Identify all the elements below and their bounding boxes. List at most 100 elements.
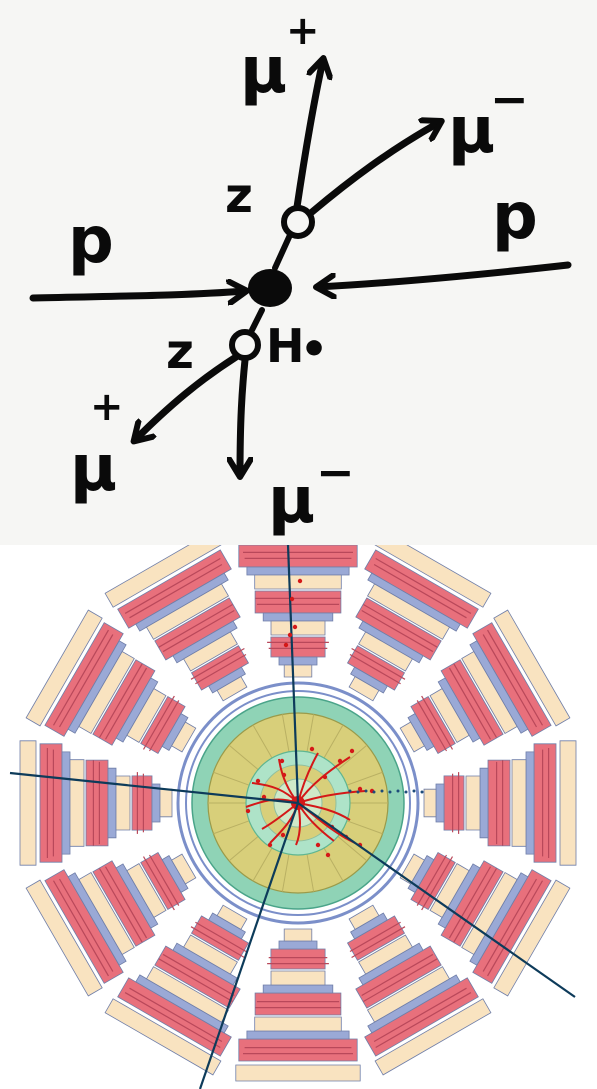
chamber-wire	[268, 957, 328, 959]
chamber-wire	[267, 641, 329, 643]
muon-spacer-3-sector	[78, 650, 135, 735]
label-proton-right: p	[492, 180, 538, 254]
muon-spacer-3-sector	[461, 650, 518, 735]
chamber-wire	[99, 663, 143, 738]
ecal-cell-divider	[252, 724, 273, 759]
label-z-lower: z	[166, 324, 194, 380]
tracker-hit	[309, 746, 315, 752]
muon-station-4-sector	[19, 740, 37, 866]
muon-spacer-3-sector	[254, 1016, 342, 1032]
muon-spacer-1-sector	[171, 853, 197, 885]
tracker-hit	[261, 794, 267, 800]
chamber-wire	[349, 654, 401, 685]
chamber-wire	[143, 695, 175, 750]
tracklet-dot	[348, 789, 352, 793]
chamber-wire	[361, 953, 434, 996]
detector-event-display	[0, 545, 597, 1089]
label-muon-up-sign: +	[286, 8, 320, 54]
tracklet-dot	[404, 790, 408, 794]
chamber-wire	[267, 963, 329, 965]
muon-track	[9, 771, 299, 805]
chamber-wire	[482, 634, 537, 728]
chamber-wire	[149, 700, 180, 752]
tracker-hit	[337, 758, 343, 764]
muon-spacer-3-sector	[145, 966, 230, 1023]
ecal-cell-divider	[306, 714, 315, 752]
chamber-wire	[496, 761, 498, 845]
muon-spacer-1-sector	[283, 928, 313, 942]
chamber-wire	[149, 854, 180, 906]
label-muon-down-sign: −	[316, 445, 355, 499]
tracklet-dot	[364, 789, 368, 793]
ecal-cell-divider	[337, 836, 368, 862]
chamber-wire	[59, 634, 114, 728]
chamber-wire	[373, 564, 467, 619]
chamber-wire	[129, 987, 223, 1042]
muon-spacer-1-sector	[171, 721, 197, 753]
chamber-wire	[349, 921, 401, 952]
chamber-wire	[124, 992, 221, 1048]
tracker-hit	[322, 774, 328, 780]
tracklet-dot	[356, 790, 360, 794]
chamber-wire	[255, 1007, 341, 1009]
muon-spacer-2-sector	[183, 631, 238, 672]
muon-hit	[297, 578, 303, 584]
muon-track	[198, 802, 300, 1089]
chamber-wire	[255, 597, 341, 599]
tracker-hit	[315, 842, 321, 848]
muon-spacer-2-sector	[183, 934, 238, 975]
chamber-wire	[190, 926, 245, 958]
chamber-wire	[268, 647, 328, 649]
chamber-wire	[195, 921, 247, 952]
tracker-hit	[357, 786, 363, 792]
proton-right-line	[318, 261, 572, 287]
ecal-cell-divider	[306, 854, 315, 892]
muon-station-1-sector	[270, 948, 326, 970]
muon-spacer-1-sector	[348, 904, 380, 930]
chamber-wire	[421, 695, 453, 750]
muon-spacer-3-sector	[69, 759, 85, 847]
chamber-wire	[98, 761, 100, 845]
chamber-wire	[452, 773, 454, 833]
muon-spacer-2-sector	[429, 688, 470, 743]
ecal-cell-divider	[213, 820, 250, 835]
chamber-wire	[142, 773, 144, 833]
yoke-3-sector	[525, 751, 535, 855]
chamber-wire	[487, 880, 543, 977]
muon-station-2-sector	[85, 759, 109, 847]
muon-spacer-2-sector	[429, 863, 470, 918]
chamber-wire	[243, 1053, 353, 1055]
chamber-wire	[143, 856, 175, 911]
muon-station-3-sector	[238, 1038, 358, 1062]
chamber-wire	[105, 667, 148, 740]
muon-track	[297, 802, 576, 998]
muon-spacer-1-sector	[423, 788, 437, 818]
muon-spacer-1-sector	[283, 664, 313, 678]
z-upper-line	[272, 232, 293, 271]
chamber-wire	[244, 1047, 352, 1049]
chamber-wire	[458, 772, 460, 834]
muon-station-4-sector	[374, 998, 492, 1076]
label-proton-left: p	[68, 204, 114, 278]
muon-station-2-sector	[487, 759, 511, 847]
tracker-hit	[245, 808, 251, 814]
chamber-wire	[190, 648, 245, 680]
muon-spacer-2-sector	[115, 775, 131, 831]
ecal-cell-divider	[323, 724, 344, 759]
sketch-canvas: p p z z H • μ + μ − μ + μ −	[29, 8, 572, 538]
muon-spacer-1-sector	[216, 676, 248, 702]
muon-station-2-sector	[254, 590, 342, 614]
muon-station-3-sector	[533, 743, 557, 863]
chamber-wire	[195, 654, 247, 685]
chamber-wire	[46, 748, 48, 858]
tracker-hit	[255, 778, 261, 784]
chamber-wire	[244, 557, 352, 559]
label-muon-up: μ	[240, 34, 287, 108]
yoke-3-sector	[246, 1030, 350, 1040]
chamber-wire	[53, 629, 109, 726]
muon-spacer-1-sector	[216, 904, 248, 930]
label-z-upper: z	[225, 168, 253, 224]
chamber-wire	[453, 868, 497, 943]
chamber-wire	[421, 856, 453, 911]
chamber-wire	[351, 648, 406, 680]
